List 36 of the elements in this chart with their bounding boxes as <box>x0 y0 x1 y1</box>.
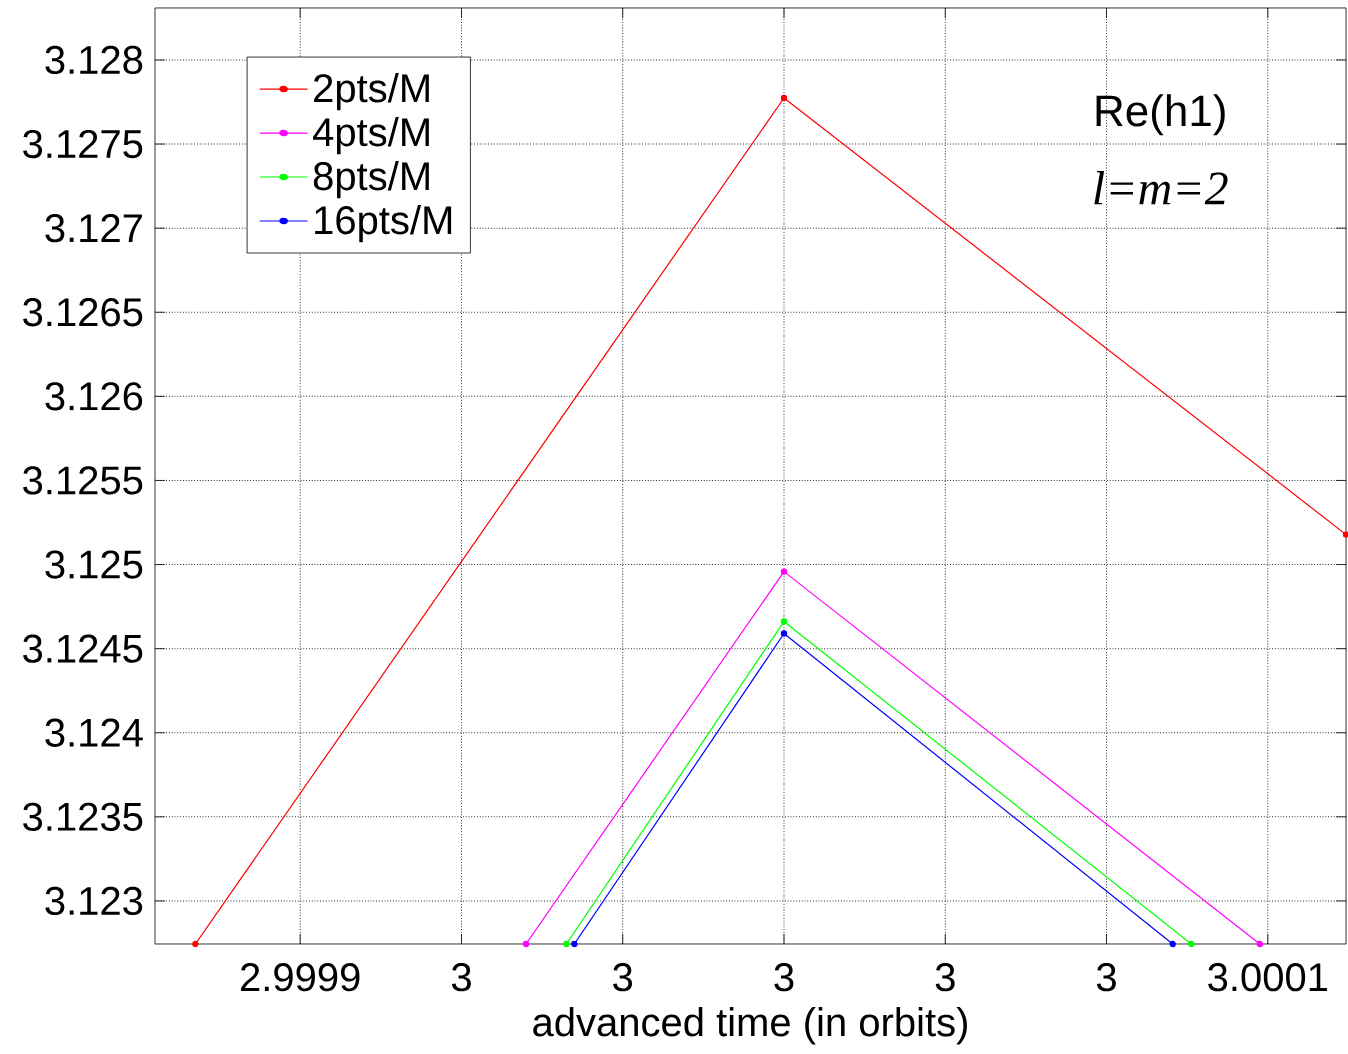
y-tick-label: 3.126 <box>45 382 143 411</box>
y-tick-label: 3.124 <box>45 718 143 747</box>
y-tick-label: 3.128 <box>45 45 143 75</box>
legend-label: 16pts/M <box>315 205 452 243</box>
point <box>780 630 788 637</box>
y-tick-label: 3.1245 <box>23 634 143 663</box>
point <box>563 940 570 948</box>
y-tick-label: 3.123 <box>45 886 143 916</box>
legend-label: 2pts/M <box>314 73 429 111</box>
point <box>1188 940 1195 948</box>
annotation: Re(h1) <box>1096 94 1225 136</box>
y-tick-label: 3.125 <box>45 550 143 579</box>
y-tick-label: 3.1275 <box>23 129 143 159</box>
x-tick-label: 3 <box>1096 963 1116 992</box>
x-tick-label: 2.9999 <box>241 963 360 992</box>
point <box>1169 940 1176 948</box>
y-tick-label: 3.1265 <box>23 298 143 327</box>
point <box>571 940 578 948</box>
point <box>780 94 788 102</box>
point <box>1256 940 1264 948</box>
x-tick-label: 3 <box>613 963 633 992</box>
y-tick-label: 3.1235 <box>23 802 143 831</box>
x-tick-label: 3.0001 <box>1208 963 1327 992</box>
legend-label: 8pts/M <box>313 161 429 199</box>
y-tick-label: 3.1255 <box>23 466 143 495</box>
x-tick-label: 3 <box>451 963 471 992</box>
legend-label: 4pts/M <box>313 117 429 155</box>
x-tick-label: 3 <box>774 963 794 992</box>
point <box>192 940 199 948</box>
annotation: l=m=2 <box>1094 171 1228 205</box>
point <box>780 618 788 625</box>
y-tick-label: 3.127 <box>45 214 142 243</box>
point <box>780 568 788 575</box>
x-axis-title: advanced time (in orbits) <box>533 1007 967 1045</box>
point <box>522 940 530 948</box>
x-tick-label: 3 <box>935 963 955 992</box>
